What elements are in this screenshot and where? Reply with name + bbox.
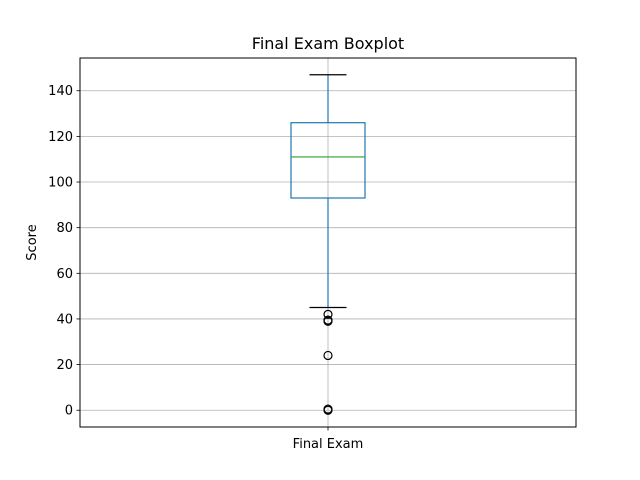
- outlier-point: [323, 316, 333, 326]
- iqr-box: [290, 122, 366, 199]
- y-tick-label: 120: [48, 130, 73, 145]
- y-tick-label: 0: [65, 404, 73, 419]
- box-layer: [290, 74, 366, 415]
- y-axis-label: Score: [25, 224, 40, 260]
- y-tick-label: 20: [56, 358, 73, 373]
- y-tick-label: 100: [48, 176, 73, 191]
- outlier-point: [323, 350, 333, 361]
- y-tick-label: 60: [56, 267, 73, 282]
- chart-title: Final Exam Boxplot: [252, 34, 404, 53]
- y-tick-label: 80: [56, 221, 73, 236]
- x-tick-label: Final Exam: [293, 437, 364, 452]
- outlier-point: [323, 309, 333, 319]
- y-tick-label: 140: [48, 84, 73, 99]
- y-tick-label: 40: [56, 312, 73, 327]
- tick-layer: 0 20 40 60 80 100 120 140 Final Exam: [48, 84, 363, 452]
- outlier-point: [323, 405, 333, 415]
